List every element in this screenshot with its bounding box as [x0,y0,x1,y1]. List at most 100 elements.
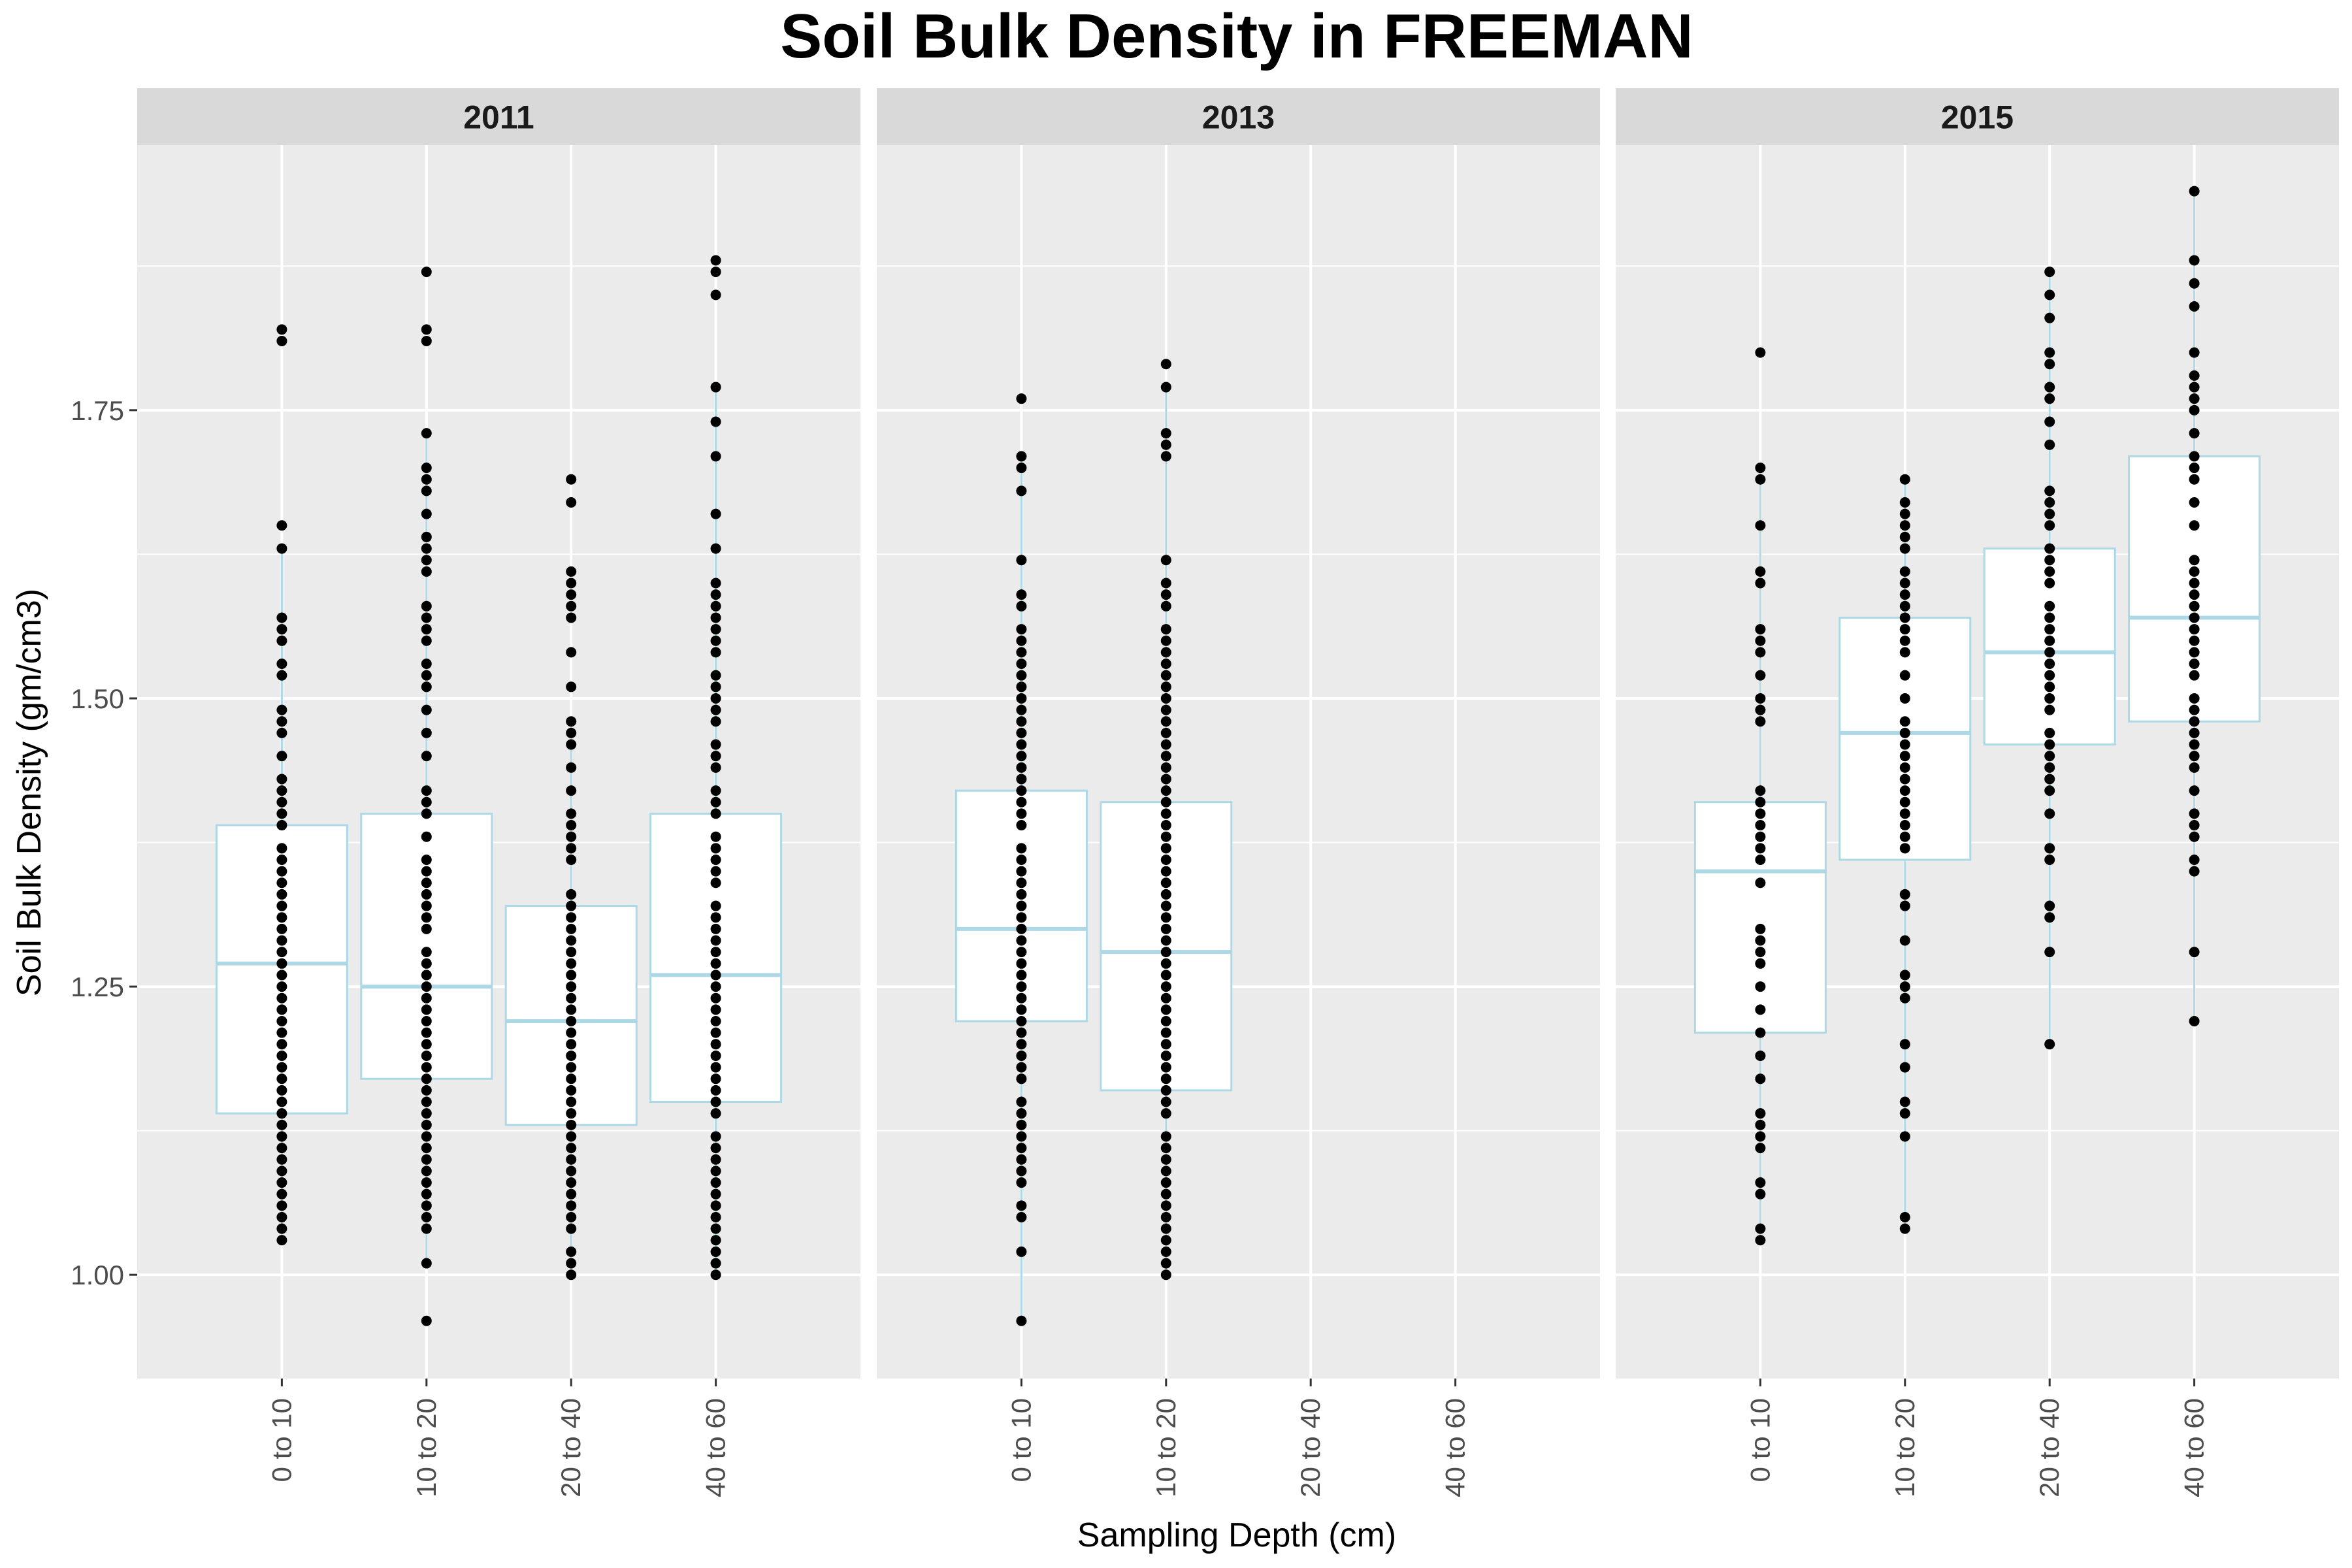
data-point [566,1016,577,1027]
data-point [421,474,432,485]
data-point [421,831,432,842]
data-point [2044,267,2055,278]
data-point [566,497,577,508]
data-point [2044,704,2055,715]
data-point [1755,716,1766,727]
data-point [2189,347,2200,358]
data-point [1160,992,1171,1004]
data-point [1160,647,1171,658]
data-point [2044,555,2055,566]
data-point [710,866,721,877]
data-point [421,1223,432,1234]
data-point [276,1143,287,1154]
data-point [2044,612,2055,623]
data-point [2044,485,2055,497]
data-point [1160,796,1171,808]
data-point [1016,958,1027,969]
data-point [276,877,287,889]
data-point [1755,1131,1766,1142]
data-point [421,727,432,738]
data-point [1899,831,1910,842]
data-point [1755,947,1766,958]
data-point [710,739,721,750]
data-point [1899,774,1910,785]
data-point [2189,301,2200,312]
facet-strip [877,88,1600,145]
x-tick-label: 0 to 10 [1005,1398,1036,1482]
data-point [1160,1246,1171,1257]
data-point [421,1027,432,1038]
data-point [710,854,721,865]
x-tick-label: 20 to 40 [1295,1398,1326,1497]
data-point [2044,508,2055,519]
data-point [1899,796,1910,808]
data-point [2044,578,2055,589]
data-point [276,751,287,762]
data-point [2044,566,2055,577]
data-point [1016,923,1027,934]
data-point [421,1085,432,1096]
y-tick-label: 1.50 [71,683,124,714]
data-point [566,1085,577,1096]
data-point [1755,1177,1766,1188]
data-point [2044,843,2055,854]
data-point [276,659,287,670]
data-point [276,970,287,981]
x-tick-label: 10 to 20 [1151,1398,1181,1497]
data-point [1160,820,1171,831]
data-point [1899,1096,1910,1107]
data-point [2189,659,2200,670]
data-point [1899,578,1910,589]
data-point [1755,981,1766,992]
x-axis-title: Sampling Depth (cm) [1077,1516,1396,1554]
data-point [421,324,432,335]
data-point [1899,1108,1910,1119]
data-point [1160,727,1171,738]
data-point [1755,1235,1766,1246]
data-point [276,785,287,796]
data-point [710,1166,721,1177]
data-point [1016,1211,1027,1222]
y-tick-label: 1.25 [71,972,124,1002]
data-point [1755,820,1766,831]
data-point [710,670,721,681]
data-point [2189,255,2200,266]
data-point [1160,854,1171,865]
data-point [1160,912,1171,923]
data-point [1160,439,1171,450]
data-point [421,681,432,693]
data-point [421,854,432,865]
data-point [421,508,432,519]
data-point [710,255,721,266]
data-point [1755,347,1766,358]
data-point [2044,785,2055,796]
data-point [1016,992,1027,1004]
data-point [1016,1016,1027,1027]
data-point [1899,981,1910,992]
data-point [1016,1177,1027,1188]
facet-panel-2015: 2015 0 to 10 10 to 20 20 to 40 40 to 60 [1616,88,2339,1497]
data-point [1160,693,1171,704]
data-point [276,1039,287,1050]
data-point [710,1039,721,1050]
data-point [1160,843,1171,854]
data-point [1160,1143,1171,1154]
data-point [2189,186,2200,197]
data-point [710,970,721,981]
facet-strip-label: 2011 [463,99,534,136]
data-point [1160,1073,1171,1085]
data-point [1899,935,1910,946]
data-point [710,1177,721,1188]
data-point [421,624,432,635]
data-point [566,1039,577,1050]
data-point [710,704,721,715]
x-tick-label: 10 to 20 [411,1398,442,1497]
data-point [566,1108,577,1119]
data-point [2189,635,2200,646]
data-point [1160,428,1171,439]
data-point [276,808,287,819]
data-point [2044,359,2055,370]
data-point [1160,1154,1171,1165]
data-point [1160,923,1171,934]
data-point [710,600,721,612]
